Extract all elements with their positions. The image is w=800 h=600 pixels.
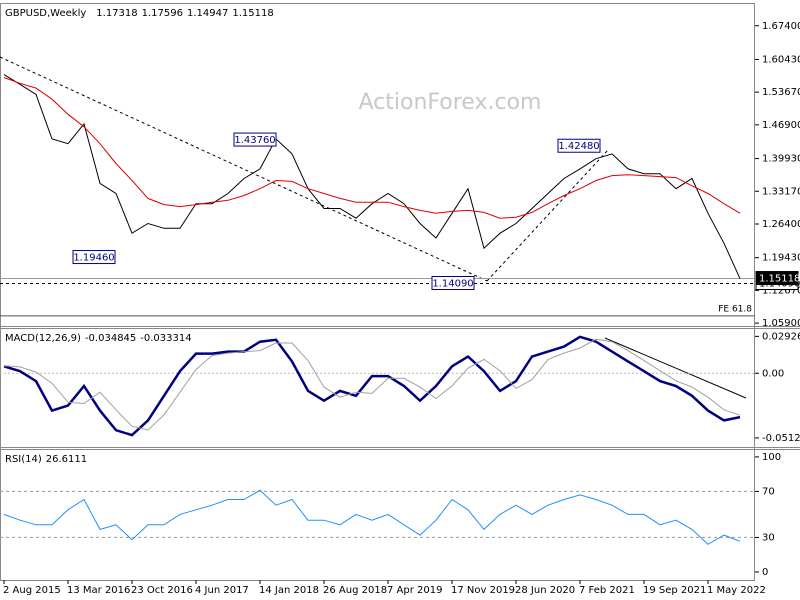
y-tick-label: 1.39930: [762, 154, 800, 165]
annotation-box: [72, 250, 116, 265]
x-tick-label: 7 Feb 2021: [579, 585, 635, 596]
annotation-label: 1.14090: [432, 279, 473, 290]
header-value: -0.034845: [85, 333, 136, 344]
x-tick-label: 26 Aug 2018: [323, 585, 387, 596]
series-line: [3, 335, 741, 437]
annotation-box: [233, 132, 277, 147]
panel-header: RSI(14) 26.6111: [5, 454, 87, 465]
trend-line: [0, 56, 488, 282]
x-tick-label: 2 Aug 2015: [3, 585, 61, 596]
y-tick-label: 70: [762, 486, 775, 497]
x-tick-label: 14 Jan 2018: [259, 585, 319, 596]
frame: [0, 3, 755, 581]
series-line: [3, 77, 741, 219]
x-tick-label: 7 Apr 2019: [387, 585, 442, 596]
y-tick-label: 1.46900: [762, 120, 800, 131]
y-tick-label: 1.33170: [762, 186, 800, 197]
header-value: 1.15118: [232, 8, 273, 19]
price-box-label: 1.15118: [759, 274, 800, 285]
x-tick-label: 23 Oct 2016: [131, 585, 193, 596]
annotation-label: 1.42480: [558, 141, 599, 152]
x-tick-label: 4 Jun 2017: [195, 585, 249, 596]
y-tick-label: 1.12670: [762, 285, 800, 296]
panel-header: GBPUSD,Weekly 1.17318 1.17596 1.14947 1.1511…: [5, 8, 274, 19]
annotation-box: [557, 138, 601, 153]
y-tick-label: 0.00: [762, 368, 784, 379]
y-tick-label: -0.051279: [762, 433, 800, 444]
price-box: [755, 271, 799, 286]
macd-trend-line: [604, 337, 747, 399]
y-tick-label: 1.05900: [762, 318, 800, 329]
y-tick-label: 1.60430: [762, 54, 800, 65]
x-tick-label: 17 Nov 2019: [451, 585, 515, 596]
y-tick-label: 1.67400: [762, 21, 800, 32]
annotation-label: 1.43760: [234, 135, 275, 146]
header-value: -0.033314: [140, 333, 191, 344]
header-value: 1.14947: [187, 8, 228, 19]
y-tick-label: 1.26400: [762, 219, 800, 230]
y-tick-label: 0: [762, 567, 768, 578]
series-line: [3, 338, 741, 431]
annotation-label: 1.19460: [73, 253, 114, 264]
y-tick-label: 100: [762, 452, 781, 463]
y-tick-label: 0.029261: [762, 331, 800, 342]
fe-label: FE 61.8: [718, 304, 752, 314]
x-tick-label: 28 Jun 2020: [515, 585, 575, 596]
annotation-box: [431, 276, 475, 291]
x-tick-label: 19 Sep 2021: [643, 585, 706, 596]
y-tick-label: 30: [762, 532, 775, 543]
header-value: 1.17318: [96, 8, 137, 19]
trend-line: [486, 149, 609, 282]
x-tick-label: 1 May 2022: [707, 585, 766, 596]
panel-title: RSI(14): [5, 454, 42, 465]
y-tick-label: 1.53670: [762, 87, 800, 98]
panel-title: GBPUSD,Weekly: [5, 8, 86, 19]
series-line: [3, 489, 741, 545]
series-line: [3, 74, 741, 279]
x-tick-label: 13 Mar 2016: [67, 585, 130, 596]
panel-title: MACD(12,26,9): [5, 333, 81, 344]
header-value: 1.17596: [142, 8, 183, 19]
panel-header: MACD(12,26,9) -0.034845 -0.033314: [5, 333, 192, 344]
watermark: ActionForex.com: [359, 90, 542, 115]
header-value: 26.6111: [46, 454, 87, 465]
y-tick-label: 1.19430: [762, 253, 800, 264]
